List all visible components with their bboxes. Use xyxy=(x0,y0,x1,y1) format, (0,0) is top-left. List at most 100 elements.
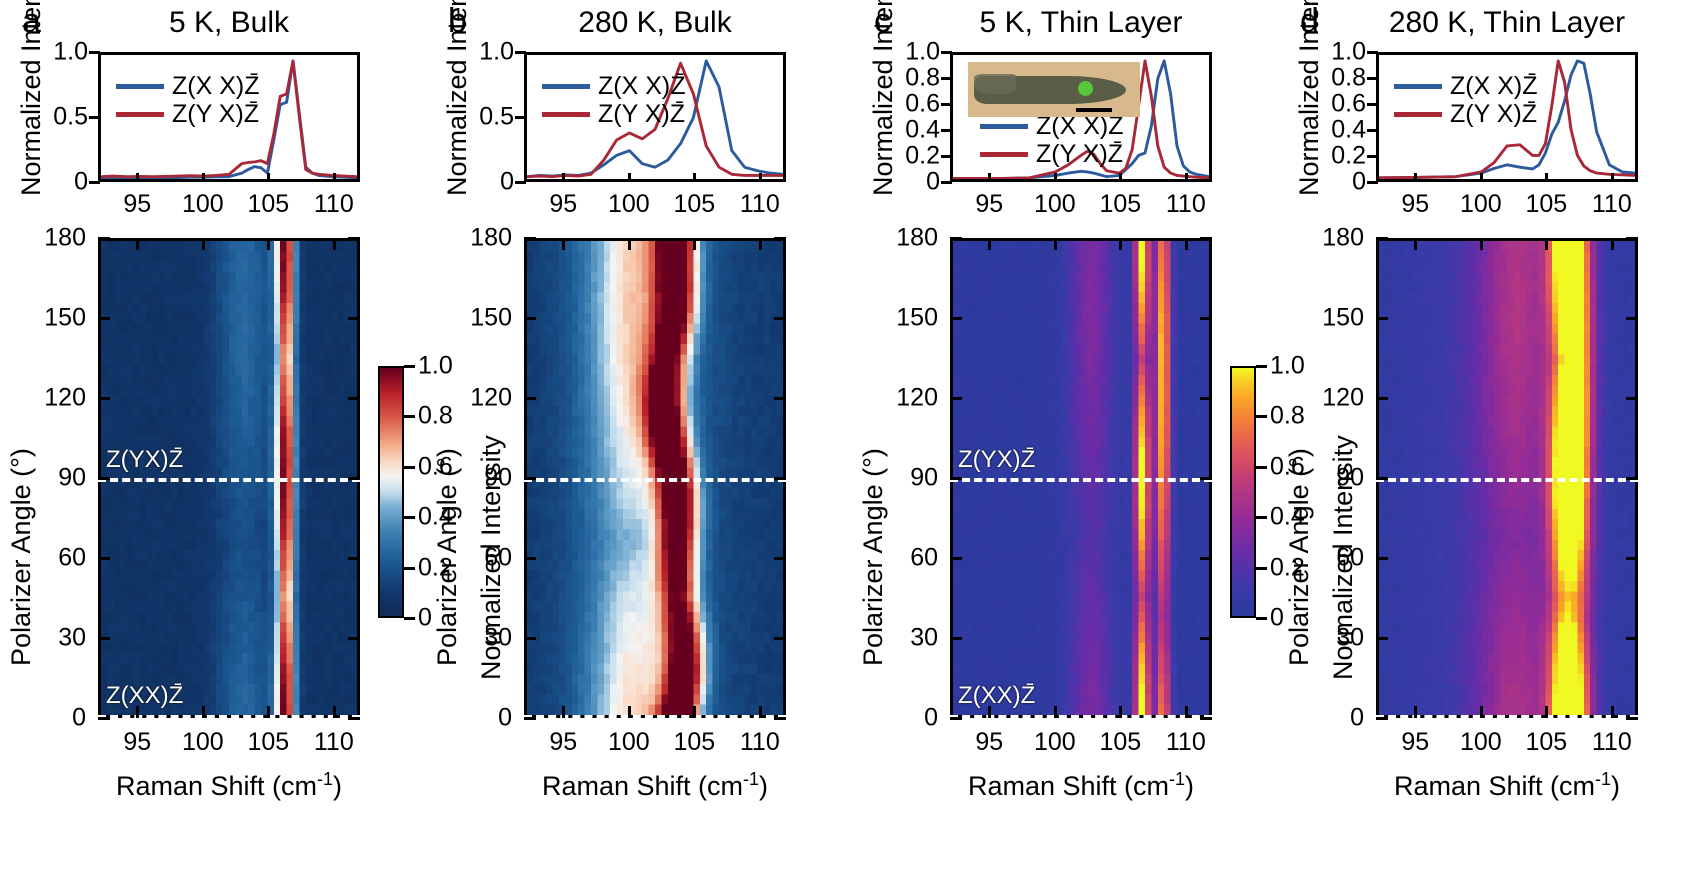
map-xtick-b-0: 95 xyxy=(549,728,578,756)
map-xtick-d-3: 110 xyxy=(1591,728,1632,756)
line-ytick-d-1: 0.2 xyxy=(1331,141,1366,170)
colorbar-tick-a-5: 1.0 xyxy=(418,351,453,380)
map-ytickmark-a-0 xyxy=(98,717,110,720)
line-ytickmark-b-2 xyxy=(515,51,526,54)
line-ytickmark-d-5 xyxy=(1367,51,1378,54)
xlabel-main-d: Raman Shift (cm xyxy=(1393,771,1596,801)
map-xtickmark-top-a-2 xyxy=(267,238,271,250)
map-ytickmark-b-6 xyxy=(524,237,536,240)
map-xtickmark-bottom-c-2 xyxy=(1119,706,1123,718)
colorbar-canvas-c xyxy=(1232,368,1254,616)
line-ytick-a-1: 0.5 xyxy=(53,102,88,131)
map-xtickmark-top-d-0 xyxy=(1414,238,1418,250)
map-xtickmark-bottom-a-1 xyxy=(201,706,205,718)
colorbar-tickmark-c-4 xyxy=(1256,415,1267,419)
map-ytick-c-5: 150 xyxy=(896,303,938,332)
map-xtick-c-0: 95 xyxy=(975,728,1004,756)
xtick-a-2: 105 xyxy=(247,190,290,218)
xtick-a-0: 95 xyxy=(123,190,152,218)
legend-label-a-0: Z(X X)Z̄ xyxy=(172,72,260,100)
line-series-d-1 xyxy=(1379,59,1635,179)
inset-laser-spot xyxy=(1078,81,1093,96)
colorbar-tick-a-3: 0.6 xyxy=(418,452,453,481)
map-ytickmark-right-d-5 xyxy=(1626,317,1638,320)
annotation-zxxz-a: Z(XX)Z̄ xyxy=(106,682,184,709)
legend-swatch-d-1 xyxy=(1394,112,1442,117)
line-ytickmark-b-0 xyxy=(515,181,526,184)
xlabel-main-b: Raman Shift (cm xyxy=(541,771,744,801)
map-ytickmark-right-d-0 xyxy=(1626,717,1638,720)
map-ytickmark-c-2 xyxy=(950,557,962,560)
map-ytickmark-c-3 xyxy=(950,477,962,480)
map-xtickmark-bottom-d-0 xyxy=(1414,706,1418,718)
map-xtick-b-1: 100 xyxy=(607,728,650,756)
line-ytickmark-c-4 xyxy=(941,77,952,80)
xlabel-close-c: ) xyxy=(1185,771,1195,801)
xtick-c-2: 105 xyxy=(1099,190,1142,218)
line-ytick-c-4: 0.8 xyxy=(905,63,940,92)
map-xtickmark-bottom-c-3 xyxy=(1184,706,1188,718)
line-ytickmark-d-4 xyxy=(1367,77,1378,80)
xtick-b-2: 105 xyxy=(673,190,716,218)
map-ytickmark-b-5 xyxy=(524,317,536,320)
xtick-b-3: 110 xyxy=(739,190,780,218)
map-ytickmark-right-a-4 xyxy=(348,397,360,400)
panel-label-c: c xyxy=(874,2,891,40)
xtick-c-1: 100 xyxy=(1033,190,1076,218)
colorbar-tickmark-c-3 xyxy=(1256,465,1267,469)
map-ylabel-a: Polarizer Angle (°) xyxy=(6,448,36,666)
line-ytick-d-0: 0 xyxy=(1352,167,1366,196)
map-ytickmark-d-5 xyxy=(1376,317,1388,320)
legend-row-c-0: Z(X X)Z̄ xyxy=(980,114,1124,139)
map-xtick-d-1: 100 xyxy=(1459,728,1502,756)
legend-row-d-0: Z(X X)Z̄ xyxy=(1394,74,1538,99)
line-ytickmark-d-3 xyxy=(1367,103,1378,106)
map-ytickmark-a-2 xyxy=(98,557,110,560)
map-ytick-c-4: 120 xyxy=(896,383,938,412)
sample-inset-photo xyxy=(968,62,1140,117)
line-ytickmark-a-2 xyxy=(89,51,100,54)
colorbar-tickmark-a-3 xyxy=(404,465,415,469)
map-ytickmark-right-c-2 xyxy=(1200,557,1212,560)
inset-scale-bar xyxy=(1076,108,1112,112)
line-xtickmark-b-0 xyxy=(562,173,566,182)
dashed-line-b-90 xyxy=(524,478,786,482)
map-ytickmark-a-5 xyxy=(98,317,110,320)
map-ytickmark-right-a-2 xyxy=(348,557,360,560)
xlabel-main-c: Raman Shift (cm xyxy=(967,771,1170,801)
legend-label-d-0: Z(X X)Z̄ xyxy=(1450,72,1538,100)
map-ytick-b-4: 120 xyxy=(470,383,512,412)
line-ytickmark-c-2 xyxy=(941,129,952,132)
map-ylabel-b: Polarizer Angle (°) xyxy=(432,448,462,666)
xlabel-close-d: ) xyxy=(1611,771,1621,801)
xlabel-close-a: ) xyxy=(333,771,343,801)
map-ytickmark-c-6 xyxy=(950,237,962,240)
map-ytickmark-right-b-2 xyxy=(774,557,786,560)
map-ytickmark-right-b-6 xyxy=(774,237,786,240)
legend-swatch-c-0 xyxy=(980,124,1028,129)
colorbar-tickmark-c-1 xyxy=(1256,566,1267,570)
panel-title-a: 5 K, Bulk xyxy=(168,6,290,39)
legend-label-d-1: Z(Y X)Z̄ xyxy=(1450,100,1538,128)
map-ytick-a-5: 150 xyxy=(44,303,86,332)
colorbar-tick-c-5: 1.0 xyxy=(1270,351,1305,380)
map-xtickmark-bottom-a-2 xyxy=(267,706,271,718)
line-plot-canvas-a xyxy=(101,59,357,179)
line-ytick-c-3: 0.6 xyxy=(905,89,940,118)
map-ytick-d-1: 30 xyxy=(1336,623,1364,652)
map-ytick-d-6: 180 xyxy=(1322,223,1364,252)
map-ytickmark-b-2 xyxy=(524,557,536,560)
map-ytickmark-right-a-3 xyxy=(348,477,360,480)
xlabel-exponent-c: -1 xyxy=(1169,769,1186,789)
line-xtickmark-c-2 xyxy=(1119,173,1123,182)
line-ytick-b-0: 0 xyxy=(500,167,514,196)
map-ytick-c-6: 180 xyxy=(896,223,938,252)
map-ytickmark-d-6 xyxy=(1376,237,1388,240)
line-plot-d xyxy=(1376,52,1638,182)
line-ytick-b-2: 1.0 xyxy=(479,37,514,66)
map-xtickmark-top-c-0 xyxy=(988,238,992,250)
xlabel-exponent-a: -1 xyxy=(317,769,334,789)
map-xtick-a-0: 95 xyxy=(123,728,152,756)
map-ytick-c-1: 30 xyxy=(910,623,938,652)
colorbar-canvas-a xyxy=(380,368,402,616)
